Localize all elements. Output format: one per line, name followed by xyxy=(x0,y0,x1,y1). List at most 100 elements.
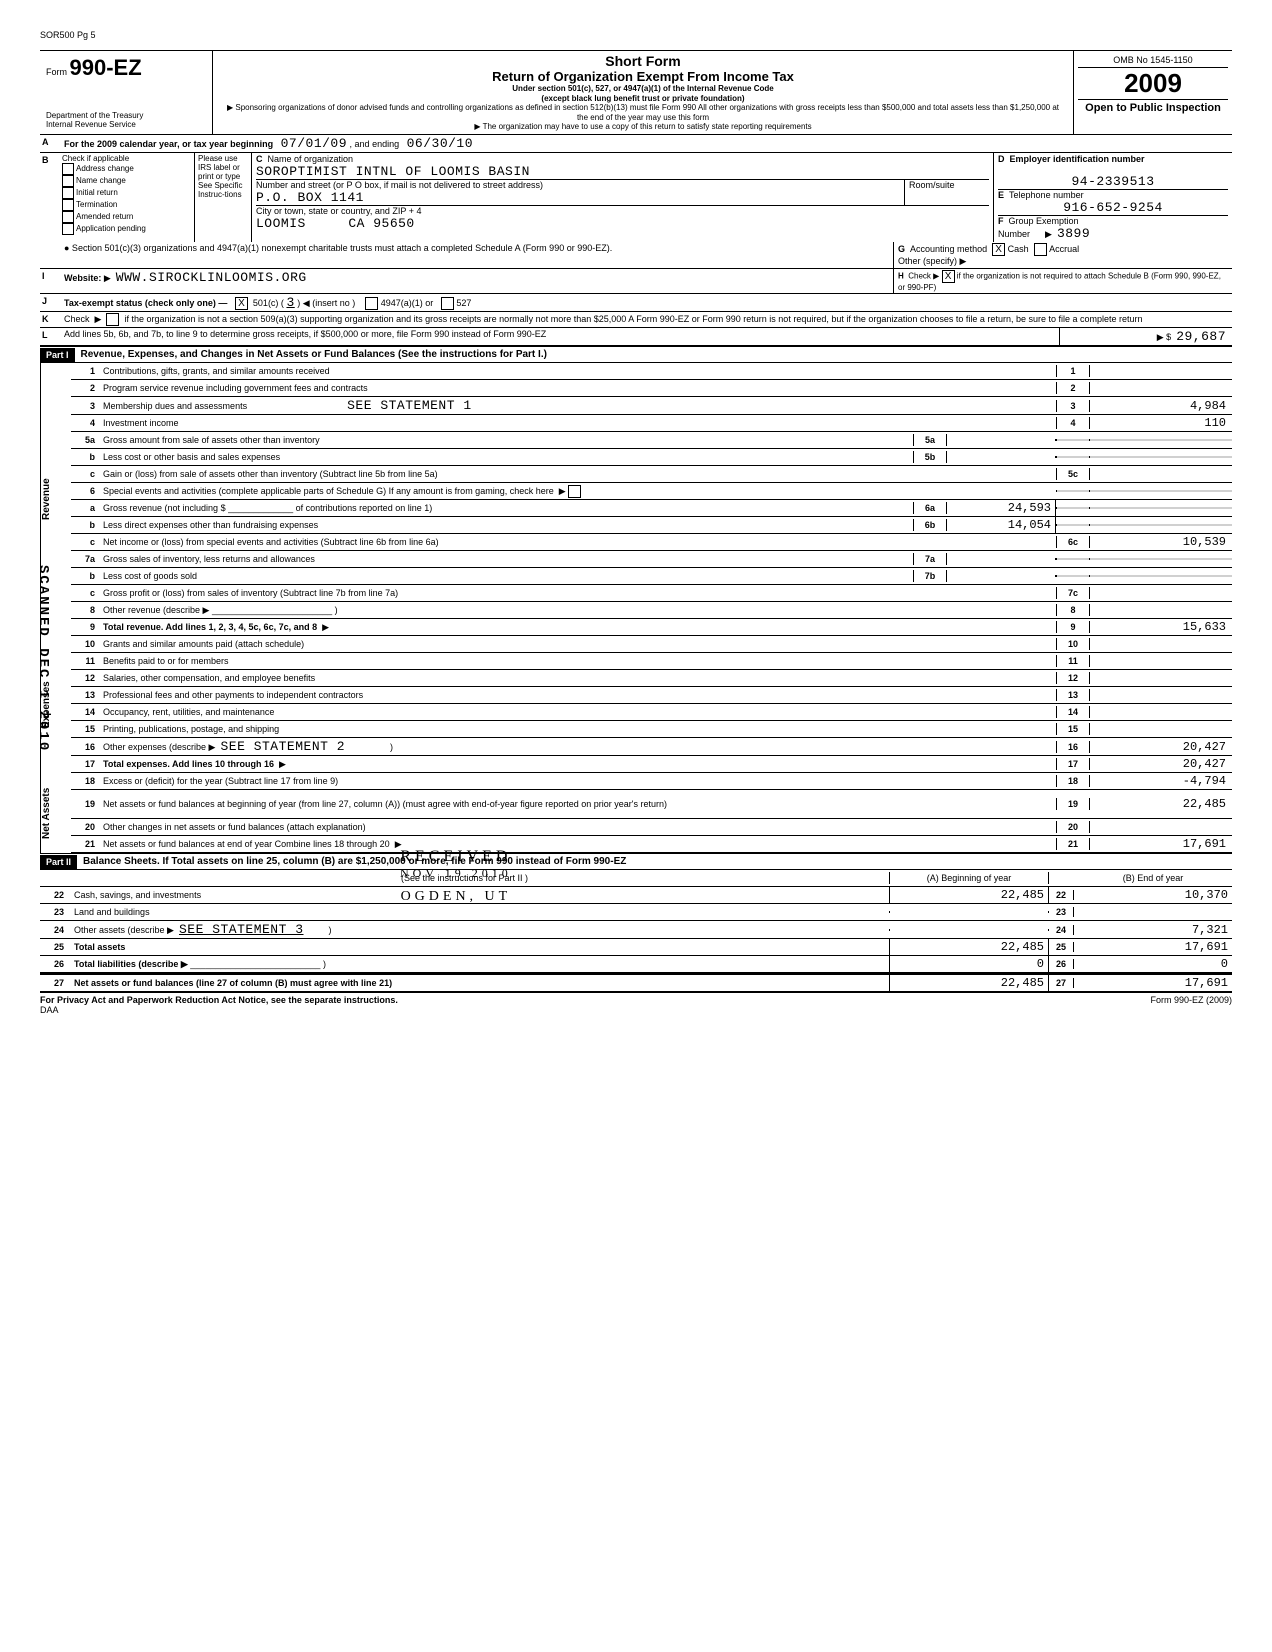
netassets-section: Net Assets 18Excess or (deficit) for the… xyxy=(40,773,1232,853)
letter-b: B xyxy=(40,153,60,242)
col-b-header: (B) End of year xyxy=(1074,872,1232,884)
revenue-label: Revenue xyxy=(40,363,71,636)
line16-amt: 20,427 xyxy=(1090,739,1232,755)
e-label: Telephone number xyxy=(1009,190,1084,200)
501c-num: 3 xyxy=(286,295,294,310)
check-header: Check if applicable xyxy=(62,154,192,163)
chk-501c[interactable]: X xyxy=(235,297,248,310)
form-number: 990-EZ xyxy=(70,55,142,80)
part1-title: Revenue, Expenses, and Changes in Net As… xyxy=(75,347,1232,362)
title-line3: ▶ Sponsoring organizations of donor advi… xyxy=(221,103,1065,122)
line-a-text: For the 2009 calendar year, or tax year … xyxy=(64,139,273,149)
part2-see: (See the instructions for Part II ) xyxy=(40,872,889,884)
bs25b: 17,691 xyxy=(1074,939,1232,955)
line17-amt: 20,427 xyxy=(1090,756,1232,772)
footer: For Privacy Act and Paperwork Reduction … xyxy=(40,993,1232,1005)
org-name: SOROPTIMIST INTNL OF LOOMIS BASIN xyxy=(256,164,530,179)
phone-value: 916-652-9254 xyxy=(998,200,1228,215)
page-marker: SOR500 Pg 5 xyxy=(40,30,1232,40)
privacy-notice: For Privacy Act and Paperwork Reduction … xyxy=(40,995,398,1005)
check-applicable: Check if applicable Address change Name … xyxy=(60,153,195,242)
c-label: Name of organization xyxy=(268,154,354,164)
chk-termination[interactable] xyxy=(62,199,74,211)
website-label: Website: xyxy=(64,273,101,283)
form-header: Form 990-EZ Department of the Treasury I… xyxy=(40,50,1232,135)
bullet-501: ● Section 501(c)(3) organizations and 49… xyxy=(60,242,893,268)
part2-label: Part II xyxy=(40,855,77,869)
part1-label: Part I xyxy=(40,348,75,362)
line18-amt: -4,794 xyxy=(1090,773,1232,789)
ein-value: 94-2339513 xyxy=(998,174,1228,189)
year-box: OMB No 1545-1150 2009 Open to Public Ins… xyxy=(1074,51,1232,134)
omb-number: OMB No 1545-1150 xyxy=(1078,55,1228,68)
l-text: Add lines 5b, 6b, and 7b, to line 9 to d… xyxy=(60,328,1059,345)
line16-ref: SEE STATEMENT 2 xyxy=(221,739,346,754)
f-label: Group Exemption xyxy=(1009,216,1079,226)
line-a: A For the 2009 calendar year, or tax yea… xyxy=(40,135,1232,153)
title-main: Short Form xyxy=(221,53,1065,69)
street-label: Number and street (or P O box, if mail i… xyxy=(256,180,543,190)
org-info-block: B Check if applicable Address change Nam… xyxy=(40,153,1232,242)
chk-h[interactable]: X xyxy=(942,270,955,283)
bs24b: 7,321 xyxy=(1074,922,1232,938)
letter-k: K xyxy=(40,312,60,327)
title-line4: ▶ The organization may have to use a cop… xyxy=(221,122,1065,132)
line3-ref: SEE STATEMENT 1 xyxy=(347,398,472,413)
line-a-mid: , and ending xyxy=(350,139,400,149)
chk-accrual[interactable] xyxy=(1034,243,1047,256)
bs22a: 22,485 xyxy=(889,887,1049,903)
line9-amt: 15,633 xyxy=(1090,619,1232,635)
chk-4947[interactable] xyxy=(365,297,378,310)
row-l: L Add lines 5b, 6b, and 7b, to line 9 to… xyxy=(40,328,1232,346)
group-exemption: 3899 xyxy=(1057,226,1090,241)
bs26a: 0 xyxy=(889,956,1049,972)
section-def: D Employer identification number 94-2339… xyxy=(994,153,1232,242)
title-box: Short Form Return of Organization Exempt… xyxy=(213,51,1074,134)
bs22b: 10,370 xyxy=(1074,887,1232,903)
k-text: if the organization is not a section 509… xyxy=(124,314,1142,324)
title-line2: (except black lung benefit trust or priv… xyxy=(221,94,1065,104)
line6c-amt: 10,539 xyxy=(1090,534,1232,550)
line6a-amt: 24,593 xyxy=(947,500,1056,516)
f-num-label: Number xyxy=(998,229,1030,239)
chk-cash[interactable]: X xyxy=(992,243,1005,256)
form-prefix: Form xyxy=(46,67,67,77)
part2-header: Part II Balance Sheets. If Total assets … xyxy=(40,853,1232,870)
chk-address[interactable] xyxy=(62,163,74,175)
bs27a: 22,485 xyxy=(889,975,1049,991)
bs24-ref: SEE STATEMENT 3 xyxy=(179,922,304,937)
l-value: 29,687 xyxy=(1176,329,1226,344)
col-a-header: (A) Beginning of year xyxy=(889,872,1049,884)
line4-amt: 110 xyxy=(1090,415,1232,431)
chk-gaming[interactable] xyxy=(568,485,581,498)
daa: DAA xyxy=(40,1005,1232,1015)
chk-527[interactable] xyxy=(441,297,454,310)
chk-k[interactable] xyxy=(106,313,119,326)
bs26b: 0 xyxy=(1074,956,1232,972)
tax-year-end: 06/30/10 xyxy=(407,136,473,151)
g-label: Accounting method xyxy=(910,244,987,254)
section-c: C Name of organization SOROPTIMIST INTNL… xyxy=(252,153,994,242)
revenue-section: Revenue 1Contributions, gifts, grants, a… xyxy=(40,363,1232,636)
line3-amt: 4,984 xyxy=(1090,398,1232,414)
row-k: K Check ▶ if the organization is not a s… xyxy=(40,312,1232,328)
chk-pending[interactable] xyxy=(62,223,74,235)
letter-l: L xyxy=(40,328,60,345)
state-zip: CA 95650 xyxy=(348,216,414,231)
line6b-amt: 14,054 xyxy=(947,517,1056,533)
chk-amended[interactable] xyxy=(62,211,74,223)
j-label: Tax-exempt status (check only one) — xyxy=(64,298,227,308)
chk-initial[interactable] xyxy=(62,187,74,199)
form-box: Form 990-EZ Department of the Treasury I… xyxy=(40,51,213,134)
expenses-section: Expenses 10Grants and similar amounts pa… xyxy=(40,636,1232,773)
h-label: Check ▶ xyxy=(908,272,939,281)
city-value: LOOMIS xyxy=(256,216,306,231)
part1-header: Part I Revenue, Expenses, and Changes in… xyxy=(40,346,1232,363)
netassets-label: Net Assets xyxy=(40,773,71,853)
d-label: Employer identification number xyxy=(1010,154,1145,164)
tax-year: 2009 xyxy=(1078,68,1228,99)
chk-name[interactable] xyxy=(62,175,74,187)
dept-text: Department of the Treasury Internal Reve… xyxy=(46,111,206,129)
tax-year-begin: 07/01/09 xyxy=(281,136,347,151)
part2-title: Balance Sheets. If Total assets on line … xyxy=(77,854,1232,869)
